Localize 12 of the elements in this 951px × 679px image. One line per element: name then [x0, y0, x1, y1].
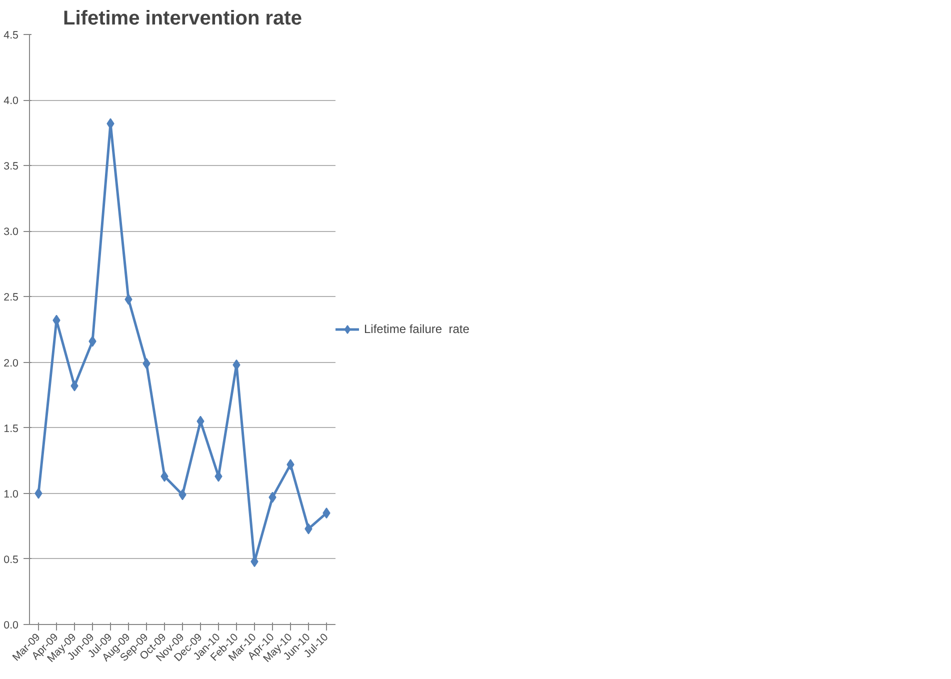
y-tick-label: 4.0	[4, 95, 19, 108]
y-tick-label: 2.0	[4, 357, 19, 370]
y-tick-label: 1.5	[4, 422, 19, 435]
y-tick-label: 2.5	[4, 292, 19, 304]
y-tick-label: 0.0	[4, 620, 19, 632]
y-tick-label: 4.5	[4, 30, 19, 42]
y-tick-label: 0.5	[4, 554, 19, 566]
y-tick-label: 1.0	[4, 488, 19, 500]
chart-title: Lifetime intervention rate	[63, 8, 302, 30]
y-tick-label: 3.5	[4, 160, 19, 173]
y-tick-label: 3.0	[4, 226, 19, 238]
legend-label: Lifetime failure rate	[364, 322, 470, 336]
